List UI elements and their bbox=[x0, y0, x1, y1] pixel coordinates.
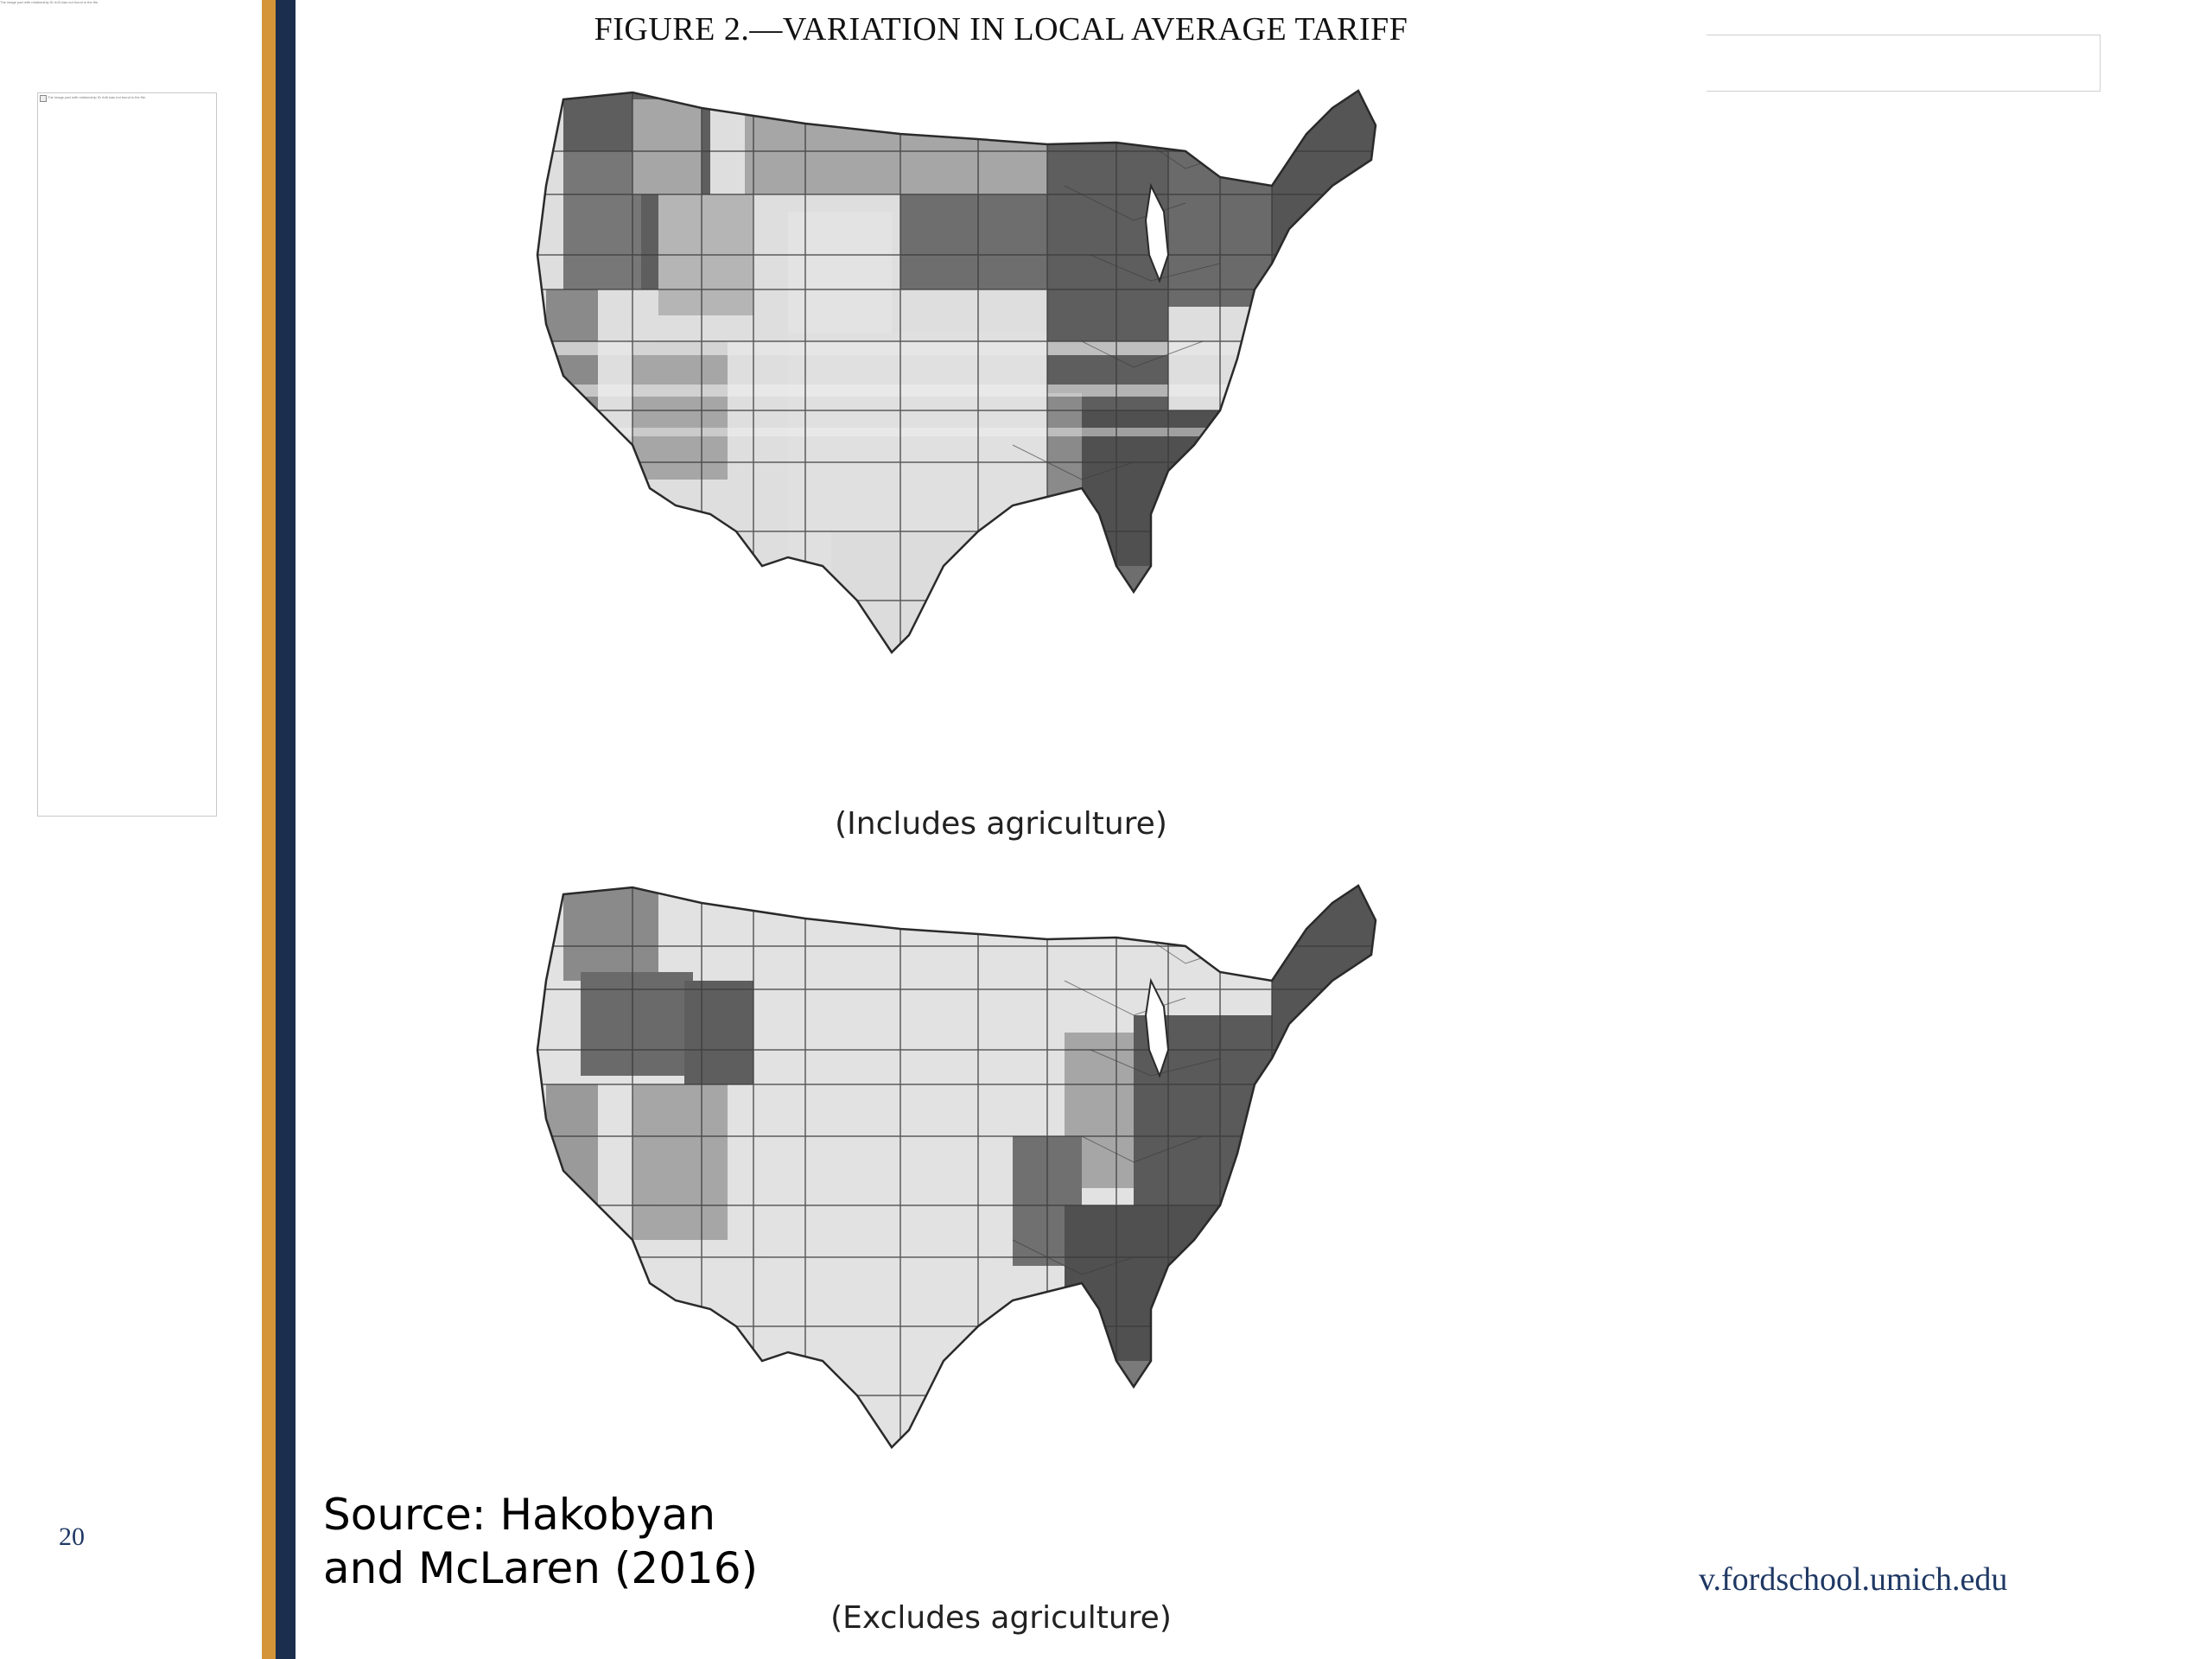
source-line-2: and McLaren (2016) bbox=[323, 1543, 759, 1593]
source-line-1: Source: Hakobyan bbox=[323, 1490, 716, 1540]
missing-image-placeholder-note: The image part with relationship ID rId6… bbox=[48, 95, 147, 99]
source-citation: Source: Hakobyan and McLaren (2016) bbox=[323, 1488, 772, 1595]
figure-title: FIGURE 2.—VARIATION IN LOCAL AVERAGE TAR… bbox=[594, 11, 1408, 48]
map-includes-agriculture bbox=[529, 82, 1393, 799]
broken-image-icon bbox=[40, 95, 47, 102]
accent-stripe-gold bbox=[262, 0, 276, 1659]
missing-image-note: The image part with relationship ID rId3… bbox=[0, 0, 99, 4]
us-county-map-1 bbox=[536, 89, 1377, 654]
slide-number: 20 bbox=[59, 1522, 85, 1551]
map-caption-includes: (Includes agriculture) bbox=[835, 806, 1167, 842]
accent-stripe-navy bbox=[276, 0, 296, 1659]
missing-image-placeholder: The image part with relationship ID rId6… bbox=[37, 92, 217, 817]
figure-image: FIGURE 2.—VARIATION IN LOCAL AVERAGE TAR… bbox=[296, 0, 1707, 1659]
header-placeholder-box bbox=[1707, 35, 2101, 92]
website-link[interactable]: v.fordschool.umich.edu bbox=[1699, 1561, 2008, 1598]
us-county-map-2 bbox=[536, 884, 1377, 1449]
map-caption-excludes: (Excludes agriculture) bbox=[830, 1600, 1172, 1636]
map-excludes-agriculture bbox=[529, 877, 1393, 1594]
